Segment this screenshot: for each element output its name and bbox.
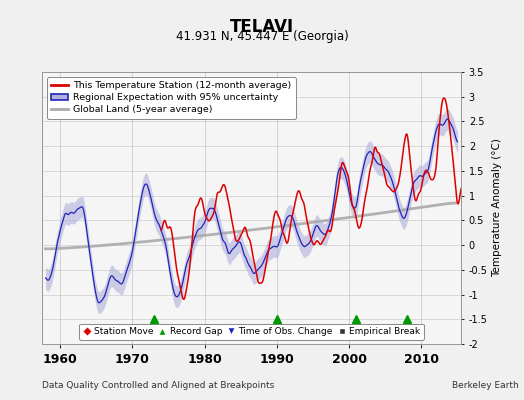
Legend: Station Move, Record Gap, Time of Obs. Change, Empirical Break: Station Move, Record Gap, Time of Obs. C…	[79, 324, 424, 340]
Text: Data Quality Controlled and Aligned at Breakpoints: Data Quality Controlled and Aligned at B…	[42, 381, 274, 390]
Text: TELAVI: TELAVI	[230, 18, 294, 36]
Y-axis label: Temperature Anomaly (°C): Temperature Anomaly (°C)	[492, 138, 502, 278]
Text: Berkeley Earth: Berkeley Earth	[452, 381, 519, 390]
Text: 41.931 N, 45.447 E (Georgia): 41.931 N, 45.447 E (Georgia)	[176, 30, 348, 43]
